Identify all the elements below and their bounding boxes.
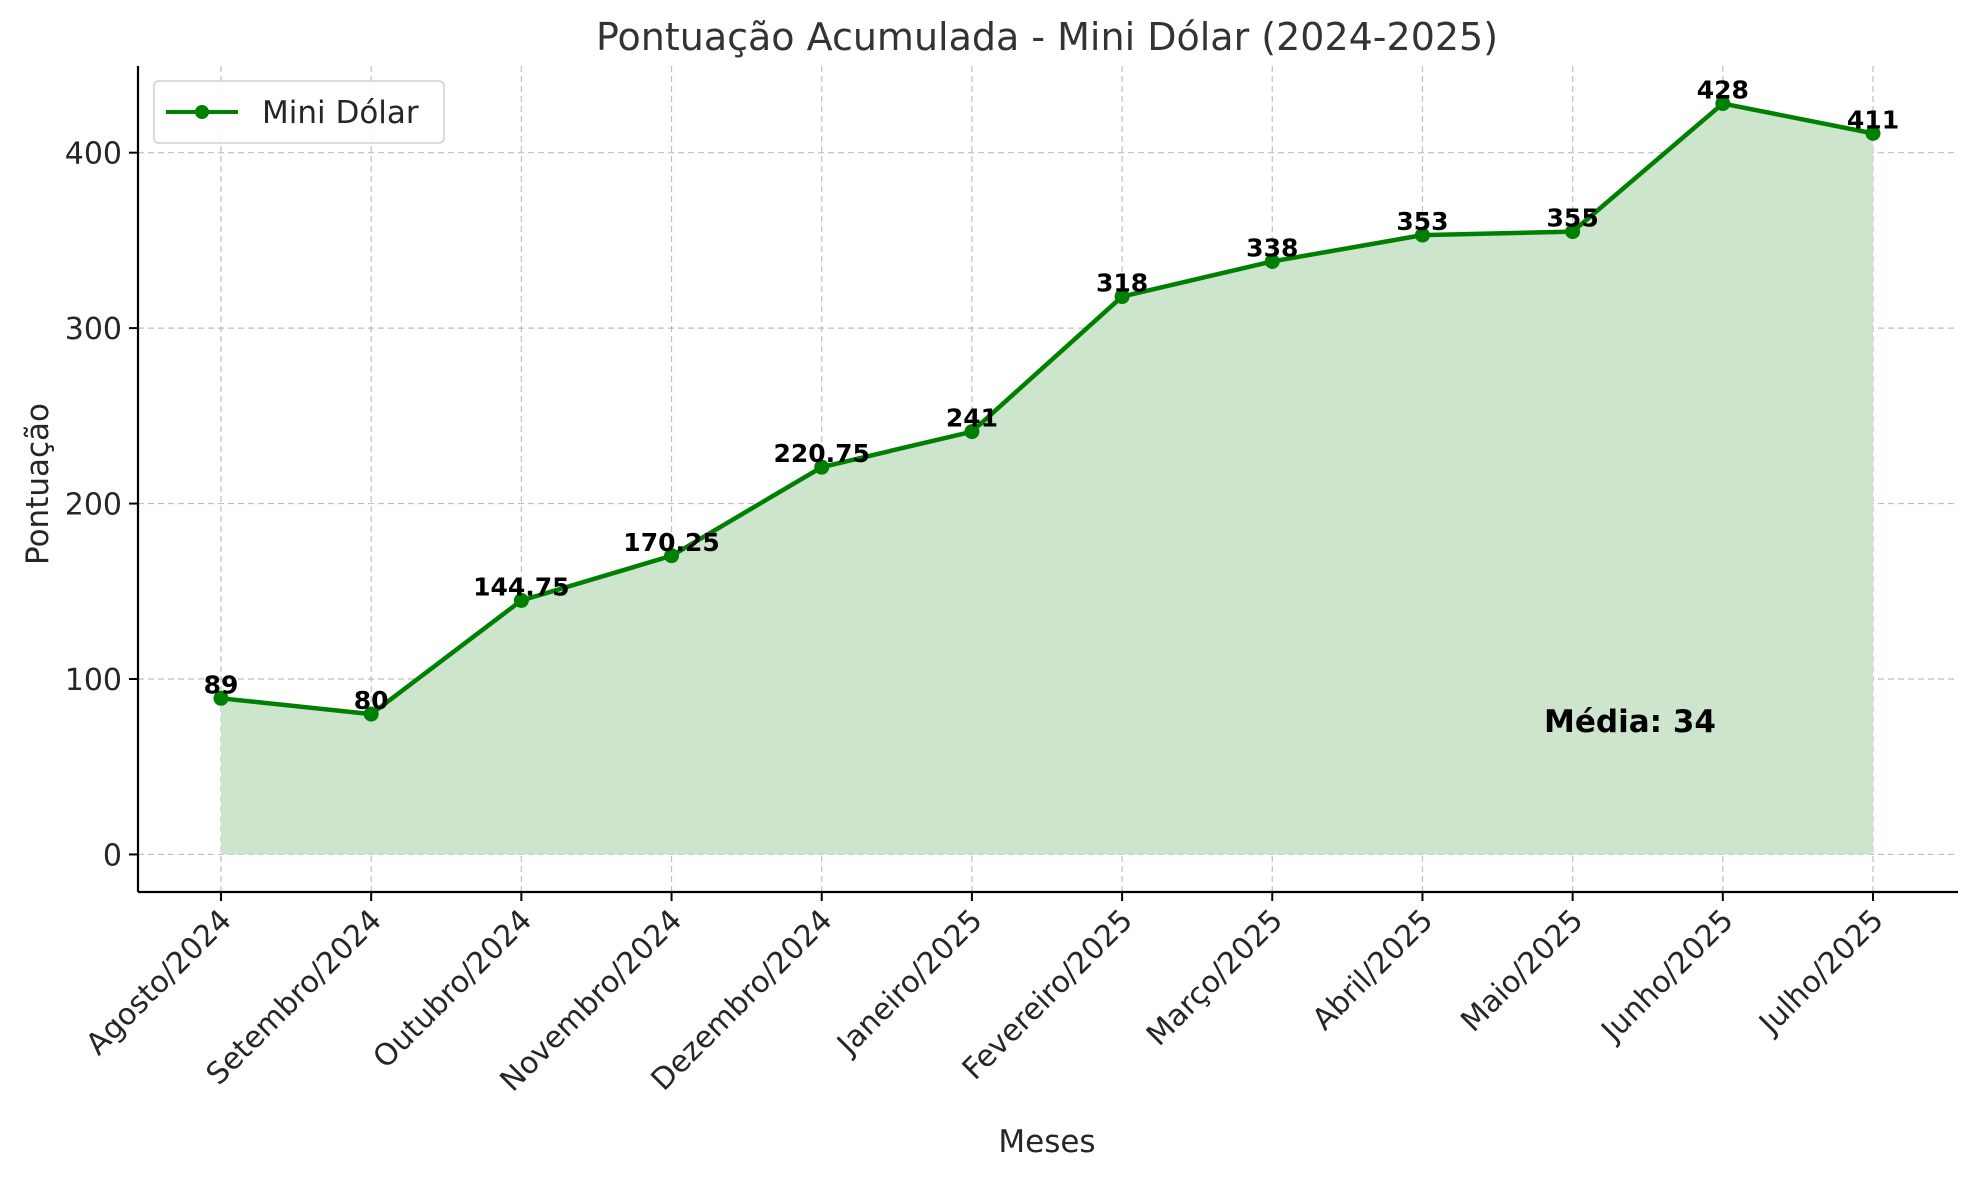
y-tick-label: 400 (65, 137, 122, 172)
data-label: 428 (1697, 76, 1749, 105)
y-tick-label: 0 (103, 838, 122, 873)
x-tick-label: Agosto/2024 (79, 903, 238, 1062)
data-label: 220.75 (773, 439, 869, 468)
data-point (1264, 253, 1280, 269)
data-label: 170.25 (623, 528, 719, 557)
x-tick-label: Maio/2025 (1454, 903, 1590, 1039)
x-tick-label: Março/2025 (1140, 903, 1290, 1053)
data-point (1414, 227, 1430, 243)
data-point (964, 424, 980, 440)
legend-box (153, 80, 445, 144)
average-annotation: Média: 34 (1544, 704, 1716, 740)
data-label: 80 (354, 686, 389, 715)
data-point (1114, 289, 1130, 305)
chart-title: Pontuação Acumulada - Mini Dólar (2024-2… (596, 15, 1498, 59)
data-point (513, 592, 529, 608)
data-label: 241 (946, 404, 998, 433)
x-tick-label: Outubro/2024 (367, 903, 539, 1075)
data-point (213, 690, 229, 706)
y-tick-label: 200 (65, 488, 122, 523)
x-axis-title: Meses (998, 1124, 1095, 1160)
data-label: 355 (1547, 204, 1599, 233)
data-point (664, 548, 680, 564)
data-label: 318 (1096, 269, 1148, 298)
x-tick-label: Julho/2025 (1751, 903, 1890, 1042)
series-area (221, 103, 1873, 855)
data-label: 353 (1396, 207, 1448, 236)
data-point (814, 459, 830, 475)
x-tick-label: Junho/2025 (1594, 903, 1741, 1050)
legend-marker-sample (195, 105, 209, 119)
x-tick-label: Janeiro/2025 (829, 903, 989, 1063)
y-tick-label: 300 (65, 312, 122, 347)
legend-label: Mini Dólar (262, 95, 419, 131)
data-point (1565, 224, 1581, 240)
y-axis-title: Pontuação (20, 403, 56, 565)
legend: Mini Dólar (153, 80, 445, 144)
axes (136, 66, 1958, 894)
series (213, 96, 1881, 722)
area-fill (221, 103, 1873, 855)
x-tick-label: Abril/2025 (1306, 903, 1440, 1037)
data-point (1715, 96, 1731, 112)
data-labels: 89 80 144.75 170.25 220.75 241 318 338 353 355 428… (204, 76, 1899, 716)
y-tick-label: 100 (65, 663, 122, 698)
data-point (363, 706, 379, 722)
series-line (220, 101, 1874, 717)
data-label: 144.75 (473, 572, 569, 601)
data-label: 89 (204, 670, 239, 699)
data-label: 411 (1847, 105, 1899, 134)
data-point (1865, 125, 1881, 141)
data-label: 338 (1246, 233, 1298, 262)
